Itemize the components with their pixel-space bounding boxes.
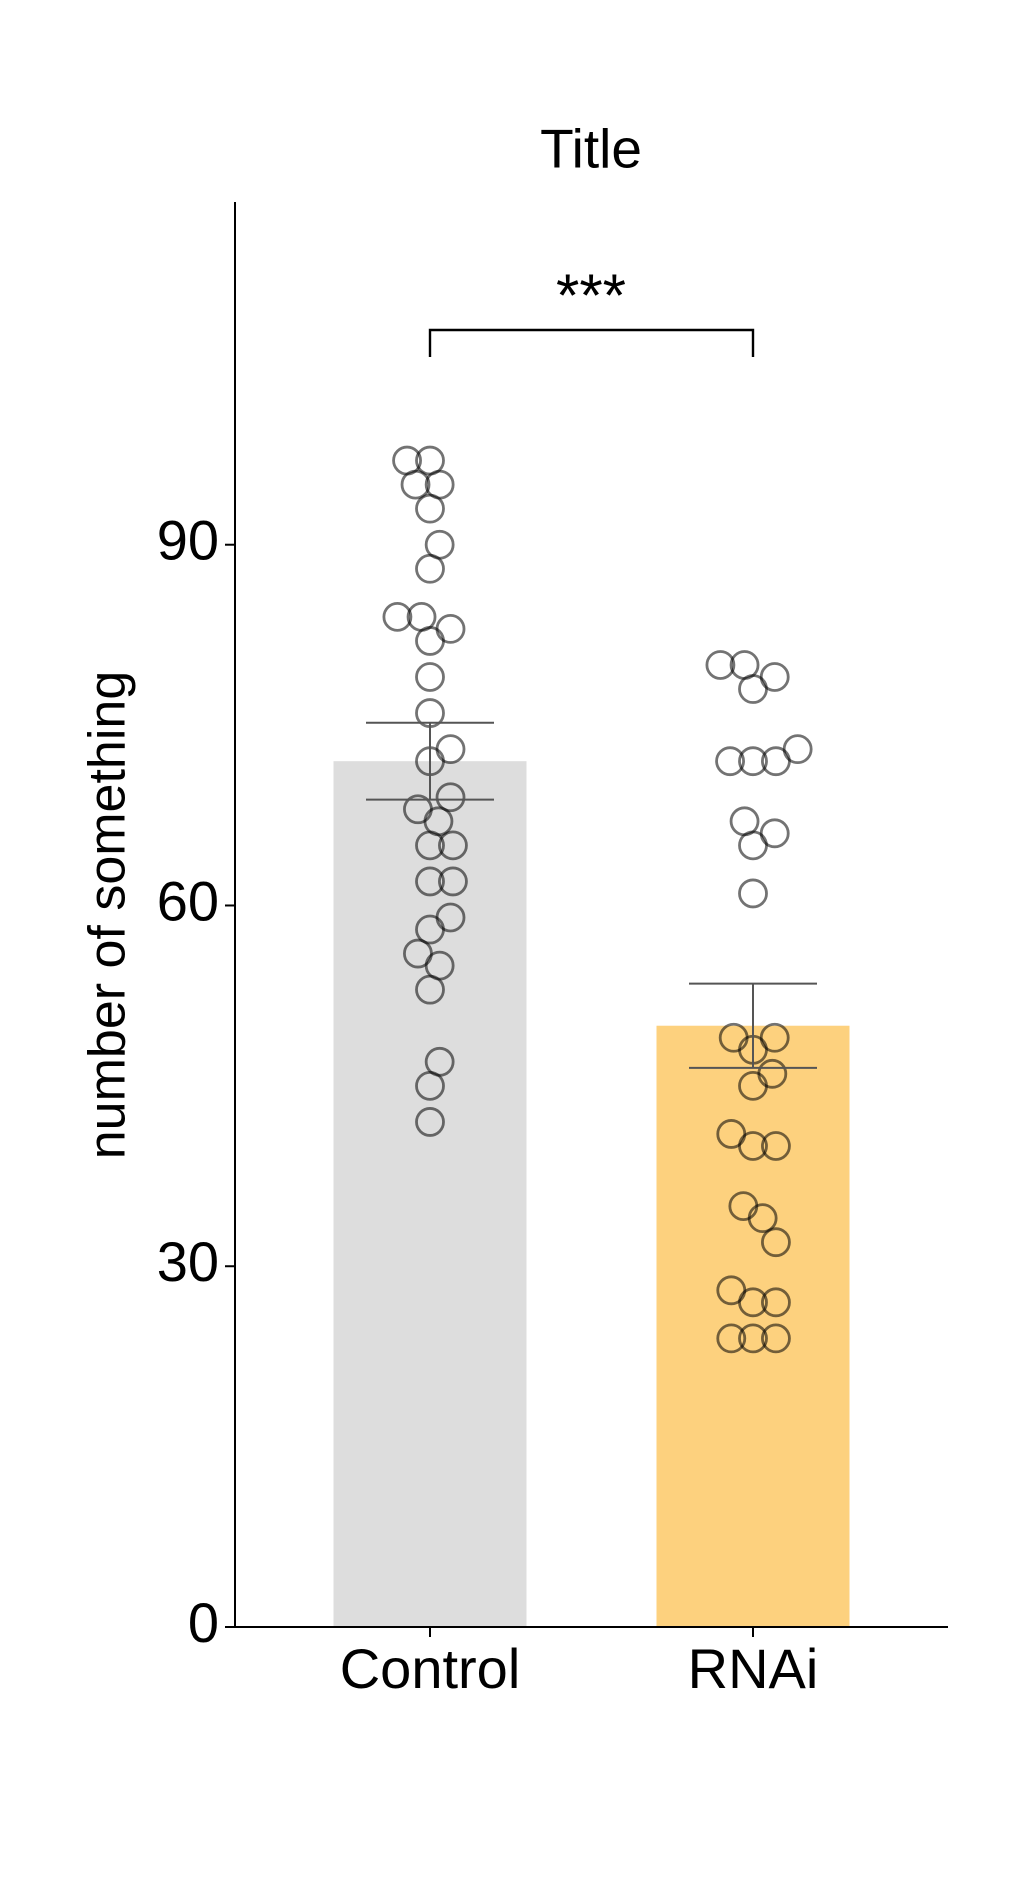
- significance-bracket: [428, 328, 755, 357]
- data-point: [738, 1287, 768, 1318]
- x-tick-label: Control: [340, 1637, 521, 1700]
- data-point: [415, 1070, 445, 1101]
- data-point: [415, 866, 445, 897]
- data-point: [738, 830, 768, 861]
- data-point: [438, 866, 468, 897]
- x-tick-label: RNAi: [688, 1637, 819, 1700]
- data-point: [761, 1131, 791, 1161]
- data-point: [382, 601, 413, 632]
- data-point: [738, 1070, 768, 1101]
- data-point: [415, 1107, 445, 1137]
- bar: [333, 761, 527, 1627]
- data-point: [738, 878, 768, 909]
- data-point: [738, 1131, 768, 1161]
- y-tick-label: 90: [157, 509, 219, 572]
- y-axis-label: number of something: [79, 671, 137, 1160]
- y-tick-label: 0: [188, 1591, 219, 1654]
- data-point: [400, 469, 431, 500]
- data-point: [761, 1227, 791, 1258]
- data-point: [435, 734, 466, 765]
- data-point: [738, 746, 768, 777]
- bar: [656, 1025, 850, 1627]
- data-point: [415, 662, 445, 692]
- data-point: [747, 1203, 778, 1234]
- chart-title: Title: [540, 118, 642, 180]
- data-point: [435, 782, 466, 813]
- data-point: [738, 674, 768, 704]
- data-point: [705, 650, 736, 680]
- data-point: [415, 493, 445, 524]
- data-point: [415, 626, 445, 656]
- data-point: [761, 1323, 791, 1354]
- y-tick-label: 30: [157, 1230, 219, 1293]
- data-point: [415, 830, 445, 861]
- data-point: [715, 746, 745, 777]
- data-point: [761, 746, 791, 777]
- data-point: [738, 1323, 768, 1354]
- data-point: [716, 1323, 747, 1354]
- y-tick-label: 60: [157, 869, 219, 932]
- data-point: [761, 1287, 791, 1318]
- data-point: [415, 553, 445, 584]
- data-point: [415, 974, 445, 1005]
- data-point: [438, 830, 468, 861]
- data-point: [415, 914, 445, 945]
- data-point: [435, 613, 466, 644]
- significance-label: ***: [556, 262, 626, 329]
